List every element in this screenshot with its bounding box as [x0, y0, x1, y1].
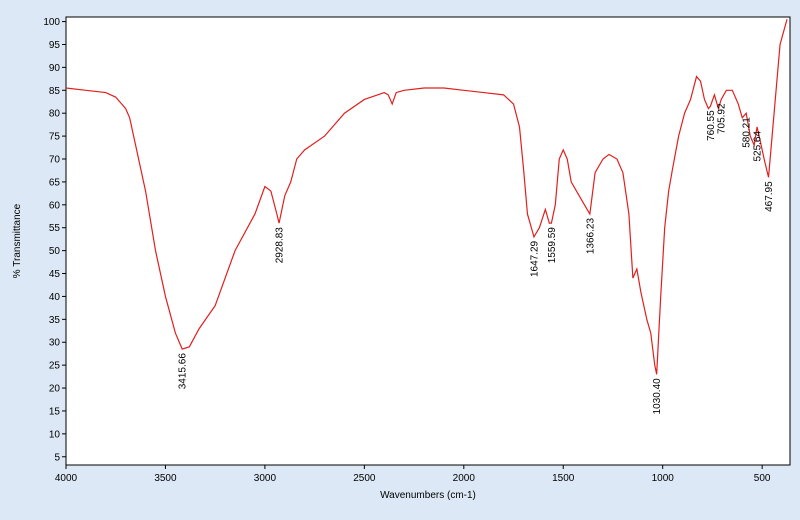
x-tick-label: 3000 [254, 473, 277, 484]
peak-label: 580.21 [742, 117, 753, 148]
peak-label: 525.64 [753, 131, 764, 162]
y-tick-label: 5 [54, 452, 60, 463]
peak-label: 705.92 [717, 103, 728, 134]
x-tick-label: 3500 [154, 473, 177, 484]
peak-label: 1647.29 [529, 240, 540, 277]
peak-label: 1559.59 [547, 227, 558, 264]
y-tick-label: 80 [49, 109, 61, 120]
y-tick-label: 35 [49, 315, 61, 326]
y-tick-label: 90 [49, 63, 61, 74]
x-axis-label: Wavenumbers (cm-1) [380, 490, 476, 501]
y-axis-label: % Transmittance [12, 203, 23, 278]
y-tick-label: 85 [49, 86, 61, 97]
y-tick-label: 25 [49, 361, 61, 372]
peak-label: 3415.66 [178, 353, 189, 390]
x-tick-label: 2500 [353, 473, 376, 484]
plot-area [65, 16, 791, 466]
y-tick-label: 75 [49, 132, 61, 143]
y-tick-label: 40 [49, 292, 61, 303]
x-tick-label: 4000 [55, 473, 78, 484]
peak-label: 467.95 [764, 181, 775, 212]
y-tick-label: 70 [49, 155, 61, 166]
peak-label: 1030.40 [652, 378, 663, 415]
y-tick-label: 100 [43, 17, 60, 28]
x-tick-label: 2000 [453, 473, 476, 484]
peak-label: 760.55 [706, 110, 717, 141]
x-tick-label: 1500 [552, 473, 575, 484]
y-tick-label: 50 [49, 246, 61, 257]
y-tick-label: 45 [49, 269, 61, 280]
y-tick-label: 10 [49, 429, 61, 440]
y-tick-label: 15 [49, 406, 61, 417]
y-tick-label: 20 [49, 384, 61, 395]
x-tick-label: 500 [754, 473, 771, 484]
peak-label: 2928.83 [275, 227, 286, 264]
x-tick-label: 1000 [652, 473, 675, 484]
y-tick-label: 60 [49, 200, 61, 211]
peak-label: 1366.23 [585, 218, 596, 255]
y-tick-label: 65 [49, 177, 61, 188]
spectrum-line [66, 19, 788, 375]
y-tick-label: 95 [49, 40, 61, 51]
y-tick-label: 30 [49, 338, 61, 349]
y-tick-label: 55 [49, 223, 61, 234]
